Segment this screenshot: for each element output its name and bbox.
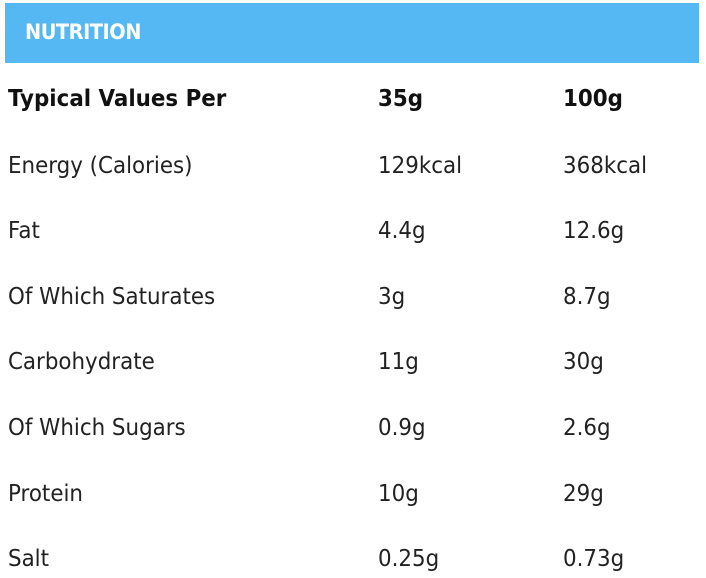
table-row: Carbohydrate 11g 30g [0, 329, 706, 395]
nutrient-label: Salt [8, 546, 50, 573]
value-per-35g: 11g [378, 349, 419, 376]
value-per-35g: 0.25g [378, 546, 440, 573]
column-header-35g: 35g [378, 86, 424, 112]
nutrition-title: NUTRITION [25, 20, 141, 44]
value-per-35g: 10g [378, 480, 419, 507]
value-per-100g: 29g [563, 480, 604, 507]
value-per-100g: 30g [563, 349, 604, 376]
column-header-100g: 100g [563, 86, 623, 112]
nutrient-label: Of Which Saturates [8, 283, 216, 310]
nutrient-label: Of Which Sugars [8, 414, 186, 441]
value-per-100g: 368kcal [563, 152, 648, 179]
value-per-100g: 8.7g [563, 283, 611, 310]
nutrition-table: Typical Values Per 35g 100g Energy (Calo… [0, 67, 706, 578]
nutrient-label: Fat [8, 218, 40, 245]
value-per-100g: 2.6g [563, 414, 611, 441]
value-per-100g: 0.73g [563, 546, 625, 573]
table-row: Of Which Saturates 3g 8.7g [0, 264, 706, 330]
table-row: Energy (Calories) 129kcal 368kcal [0, 133, 706, 199]
value-per-100g: 12.6g [563, 218, 625, 245]
value-per-35g: 129kcal [378, 152, 463, 179]
nutrient-label: Carbohydrate [8, 349, 155, 376]
nutrient-label: Protein [8, 480, 83, 507]
value-per-35g: 0.9g [378, 414, 426, 441]
value-per-35g: 3g [378, 283, 406, 310]
nutrition-header-bar: NUTRITION [5, 3, 699, 63]
column-header-typical-values: Typical Values Per [8, 86, 227, 112]
value-per-35g: 4.4g [378, 218, 426, 245]
table-row: Salt 0.25g 0.73g [0, 526, 706, 578]
nutrient-label: Energy (Calories) [8, 152, 193, 179]
table-row: Protein 10g 29g [0, 461, 706, 527]
table-row: Of Which Sugars 0.9g 2.6g [0, 395, 706, 461]
table-header-row: Typical Values Per 35g 100g [0, 67, 706, 133]
table-row: Fat 4.4g 12.6g [0, 198, 706, 264]
